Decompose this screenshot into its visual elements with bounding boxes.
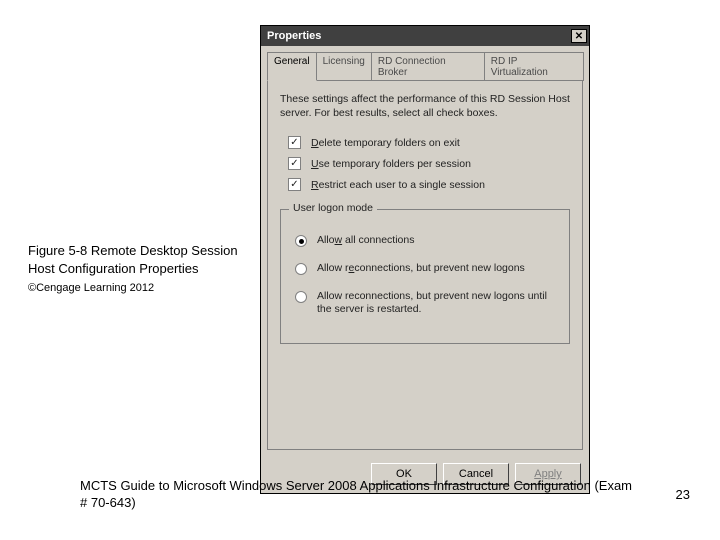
radio-label-until-restart: Allow reconnections, but prevent new log…	[317, 290, 559, 317]
tab-rd-ip-virtualization[interactable]: RD IP Virtualization	[484, 52, 584, 81]
radio-until-restart[interactable]	[295, 291, 307, 303]
checkbox-restrict[interactable]: ✓	[288, 178, 301, 191]
checkbox-label-delete-temp: Delete temporary folders on exit	[311, 137, 460, 149]
titlebar: Properties ✕	[261, 26, 589, 46]
tab-strip: General Licensing RD Connection Broker R…	[261, 46, 589, 81]
radio-row-allow-all: Allow all connections	[295, 234, 559, 248]
figure-title: Figure 5-8 Remote Desktop Session Host C…	[28, 242, 238, 277]
titlebar-text: Properties	[267, 30, 321, 42]
tab-licensing[interactable]: Licensing	[316, 52, 372, 81]
close-icon: ✕	[575, 31, 583, 42]
checkbox-label-use-temp: Use temporary folders per session	[311, 158, 471, 170]
figure-caption: Figure 5-8 Remote Desktop Session Host C…	[28, 242, 238, 296]
page-number: 23	[676, 487, 690, 502]
radio-row-until-restart: Allow reconnections, but prevent new log…	[295, 290, 559, 317]
radio-prevent-new[interactable]	[295, 263, 307, 275]
user-logon-mode-group: User logon mode Allow all connections Al…	[280, 209, 570, 344]
footer-citation: MCTS Guide to Microsoft Windows Server 2…	[80, 477, 640, 512]
checkbox-row-use-temp: ✓ Use temporary folders per session	[288, 157, 570, 170]
properties-dialog: Properties ✕ General Licensing RD Connec…	[260, 25, 590, 494]
radio-label-prevent-new: Allow reconnections, but prevent new log…	[317, 262, 525, 276]
checkbox-row-restrict: ✓ Restrict each user to a single session	[288, 178, 570, 191]
general-panel: These settings affect the performance of…	[267, 80, 583, 450]
radio-dot-icon	[299, 239, 304, 244]
groupbox-title: User logon mode	[289, 202, 377, 214]
check-icon: ✓	[290, 180, 298, 190]
tab-rd-connection-broker[interactable]: RD Connection Broker	[371, 52, 485, 81]
checkbox-use-temp[interactable]: ✓	[288, 157, 301, 170]
checkbox-row-delete-temp: ✓ Delete temporary folders on exit	[288, 136, 570, 149]
radio-allow-all[interactable]	[295, 235, 307, 247]
check-icon: ✓	[290, 138, 298, 148]
radio-label-allow-all: Allow all connections	[317, 234, 415, 248]
tab-general[interactable]: General	[267, 52, 317, 81]
close-button[interactable]: ✕	[571, 29, 587, 43]
intro-text: These settings affect the performance of…	[280, 93, 570, 120]
check-icon: ✓	[290, 159, 298, 169]
checkbox-delete-temp[interactable]: ✓	[288, 136, 301, 149]
radio-row-prevent-new: Allow reconnections, but prevent new log…	[295, 262, 559, 276]
checkbox-label-restrict: Restrict each user to a single session	[311, 179, 485, 191]
copyright-text: ©Cengage Learning 2012	[28, 281, 238, 296]
